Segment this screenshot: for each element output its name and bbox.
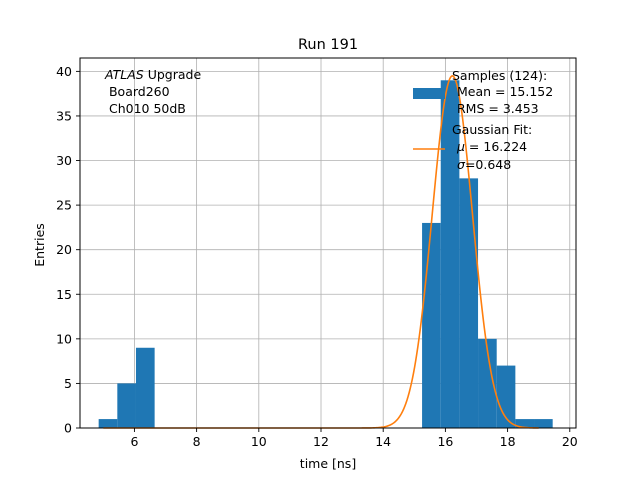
chart-title: Run 191 <box>298 37 358 53</box>
x-tick-label: 16 <box>437 434 453 449</box>
y-tick-label: 25 <box>56 198 72 213</box>
legend-samples-label: Samples (124): <box>452 68 547 83</box>
histogram-bar <box>440 80 460 428</box>
histogram-bar <box>478 338 497 428</box>
y-axis-label: Entries <box>32 223 47 267</box>
x-tick-label: 14 <box>375 434 391 449</box>
histogram-bar <box>515 419 535 428</box>
histogram-bars <box>98 80 553 428</box>
annotation-upgrade: Upgrade <box>144 67 202 82</box>
y-tick-label: 15 <box>56 287 72 302</box>
legend-sigma-symbol: σ <box>457 157 466 172</box>
y-tick-label: 0 <box>64 421 72 436</box>
x-axis-ticks: 6 8 10 12 14 16 18 20 <box>130 428 578 449</box>
legend-rms: RMS = 3.453 <box>457 101 539 116</box>
svg-text:σ=0.648: σ=0.648 <box>457 157 511 172</box>
legend-sigma-value: =0.648 <box>465 157 511 172</box>
axes-frame <box>79 57 577 429</box>
histogram-bar <box>117 383 136 428</box>
histogram-bar <box>98 419 118 428</box>
legend-mu-value: = 16.224 <box>465 139 527 154</box>
y-tick-label: 35 <box>56 108 72 123</box>
histogram-bar <box>496 365 516 428</box>
x-tick-label: 6 <box>130 434 138 449</box>
svg-text:μ = 16.224: μ = 16.224 <box>456 139 527 154</box>
legend-mean: Mean = 15.152 <box>457 84 553 99</box>
annotation-board: Board260 <box>105 84 170 99</box>
x-tick-label: 18 <box>500 434 516 449</box>
atlas-annotation: ATLAS Upgrade Board260 Ch010 50dB <box>104 67 201 116</box>
legend-swatch-samples <box>413 88 445 99</box>
x-tick-label: 10 <box>251 434 267 449</box>
x-tick-label: 12 <box>313 434 329 449</box>
histogram-bar <box>422 222 441 428</box>
y-tick-label: 5 <box>64 376 72 391</box>
legend-fit-label: Gaussian Fit: <box>452 122 532 137</box>
legend-mu-symbol: μ <box>456 139 465 154</box>
annotation-atlas: ATLAS <box>104 67 144 82</box>
y-axis-ticks: 0 5 10 15 20 25 30 35 40 <box>56 64 80 436</box>
x-axis-label: time [ns] <box>300 456 356 471</box>
histogram-bar <box>534 419 553 428</box>
y-tick-label: 30 <box>56 153 72 168</box>
x-tick-label: 8 <box>193 434 201 449</box>
x-tick-label: 20 <box>562 434 578 449</box>
histogram-bar <box>459 178 479 428</box>
histogram-bar <box>135 347 155 428</box>
y-tick-label: 40 <box>56 64 72 79</box>
annotation-channel: Ch010 50dB <box>105 101 186 116</box>
legend: Samples (124): Mean = 15.152 RMS = 3.453… <box>413 68 553 172</box>
y-tick-label: 20 <box>56 242 72 257</box>
svg-text:ATLAS Upgrade: ATLAS Upgrade <box>104 67 201 82</box>
y-tick-label: 10 <box>56 331 72 346</box>
